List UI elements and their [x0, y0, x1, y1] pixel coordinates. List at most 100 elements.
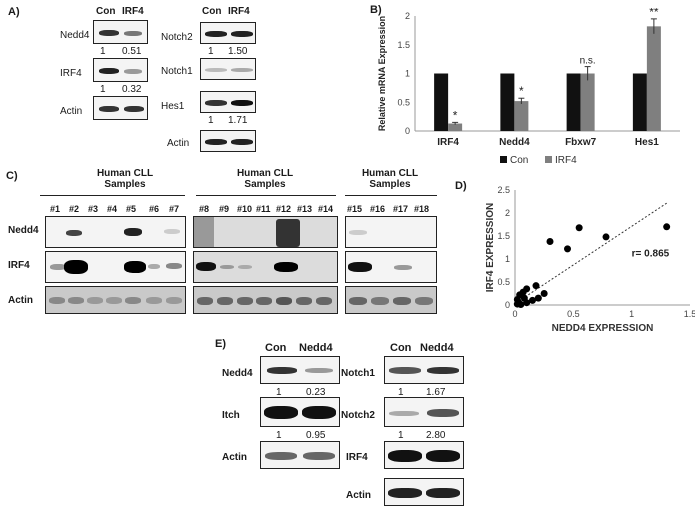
- c-group3-title-line1: Human CLL: [361, 168, 419, 179]
- c-group1-title: Human CLL Samples: [85, 168, 165, 190]
- a-right-row-label-hes1: Hes1: [161, 101, 185, 112]
- b-bar-con-hes1: [632, 73, 647, 131]
- e-left-q-con-itch: 1: [276, 430, 282, 441]
- c-lane: #18: [414, 204, 430, 214]
- blot-c1-nedd4: [45, 216, 186, 248]
- d-y-axis-label: IRF4 EXPRESSION: [485, 203, 496, 292]
- b-y-tick-label: 0: [405, 126, 410, 136]
- e-left-q-nedd4-nedd4: 0.23: [306, 387, 326, 398]
- d-y-tick-label: 0.5: [497, 277, 510, 287]
- c-group2-title: Human CLL Samples: [225, 168, 305, 190]
- blot-e-actin-left: [260, 441, 340, 469]
- d-x-tick-label: 0.5: [567, 309, 580, 319]
- b-bar-con-fbxw7: [566, 73, 581, 131]
- e-left-row-label-itch: Itch: [222, 410, 240, 421]
- d-x-tick-label: 0: [512, 309, 517, 319]
- a-right-q-irf4-hes1: 1.71: [228, 115, 248, 126]
- c-group2-underline: [196, 195, 336, 196]
- a-right-row-label-notch1: Notch1: [161, 66, 193, 77]
- c-lane: #4: [107, 204, 118, 214]
- e-right-q-con-notch2: 1: [398, 430, 404, 441]
- c-lane: #10: [237, 204, 253, 214]
- b-y-tick-label: 2: [405, 11, 410, 21]
- e-right-q-con-notch1: 1: [398, 387, 404, 398]
- panel-b-chart: 0 0.5 1 1.5 2 Relative mRNA Expression * IRF4 * N…: [377, 8, 680, 166]
- blot-e-nedd4: [260, 356, 340, 384]
- c-group3-title: Human CLL Samples: [350, 168, 430, 190]
- e-right-row-label-actin: Actin: [346, 490, 371, 501]
- blot-a-irf4: [93, 58, 148, 82]
- c-lane: #1: [50, 204, 61, 214]
- b-legend-label: Con: [510, 155, 528, 166]
- c-row-label-actin: Actin: [8, 295, 33, 306]
- c-group1-underline: [40, 195, 185, 196]
- c-lane: #17: [393, 204, 409, 214]
- c-lane: #15: [347, 204, 363, 214]
- a-left-row-label-nedd4: Nedd4: [60, 30, 90, 41]
- a-left-irf4-header: IRF4: [122, 6, 144, 17]
- blot-c3-actin: [345, 286, 437, 314]
- d-y-tick-label: 2.5: [497, 185, 510, 195]
- blot-a-actin-right: [200, 130, 256, 152]
- blot-a-actin-left: [93, 96, 148, 120]
- panel-d-letter: D): [455, 180, 467, 192]
- c-lane: #11: [256, 204, 271, 214]
- blot-c1-irf4: [45, 251, 186, 283]
- b-x-tick-label: Fbxw7: [565, 137, 597, 148]
- b-bar-con-nedd4: [500, 73, 515, 131]
- b-significance-label: *: [453, 108, 458, 122]
- d-data-point: [519, 288, 527, 296]
- d-y-tick-label: 2: [505, 208, 510, 218]
- blot-a-hes1: [200, 91, 256, 113]
- panel-a-letter: A): [8, 6, 20, 18]
- d-data-point: [534, 294, 542, 302]
- blot-c1-actin: [45, 286, 186, 314]
- d-y-tick-label: 1: [505, 254, 510, 264]
- c-lane: #5: [126, 204, 137, 214]
- e-left-q-nedd4-itch: 0.95: [306, 430, 326, 441]
- blot-a-notch2: [200, 22, 256, 44]
- d-y-tick-label: 0: [505, 300, 510, 310]
- a-left-row-label-actin: Actin: [60, 106, 83, 117]
- b-y-tick-label: 0.5: [397, 97, 410, 107]
- c-row-label-nedd4: Nedd4: [8, 225, 39, 236]
- b-x-tick-label: IRF4: [437, 137, 459, 148]
- c-lane: #8: [199, 204, 210, 214]
- blot-c2-nedd4: [193, 216, 338, 248]
- e-left-row-label-actin: Actin: [222, 452, 247, 463]
- b-bar-con-irf4: [434, 73, 449, 131]
- panel-d-chart: 0 0.5 1 1.5 2 2.5 0 0.5 1 1.5 NEDD4 EXPRESSION IRF4…: [485, 185, 695, 334]
- panel-b-letter: B): [370, 4, 382, 16]
- e-right-q-nedd4-notch2: 2.80: [426, 430, 446, 441]
- d-data-point: [529, 296, 536, 304]
- blot-c2-actin: [193, 286, 338, 314]
- e-left-q-con-nedd4: 1: [276, 387, 282, 398]
- a-right-q-con-notch2: 1: [208, 46, 214, 57]
- c-group2-title-line2: Samples: [244, 179, 286, 190]
- d-y-tick-label: 1.5: [497, 231, 510, 241]
- d-data-point: [532, 282, 540, 290]
- b-y-tick-label: 1.5: [397, 40, 410, 50]
- e-right-row-label-notch1: Notch1: [341, 368, 375, 379]
- d-x-axis-label: NEDD4 EXPRESSION: [552, 323, 654, 334]
- d-data-point: [564, 245, 571, 253]
- e-right-row-label-irf4: IRF4: [346, 452, 368, 463]
- blot-e-actin-right: [384, 478, 464, 506]
- d-data-point: [602, 233, 610, 241]
- b-x-tick-label: Nedd4: [499, 137, 530, 148]
- c-lane: #13: [297, 204, 313, 214]
- c-group2-title-line1: Human CLL: [236, 168, 294, 179]
- b-significance-label: *: [519, 84, 524, 98]
- b-bar-irf4-nedd4: [514, 101, 529, 131]
- d-correlation-label: r= 0.865: [632, 249, 670, 260]
- panel-e-letter: E): [215, 338, 226, 350]
- d-x-tick-label: 1.5: [684, 309, 695, 319]
- d-x-tick-label: 1: [629, 309, 634, 319]
- d-data-point: [663, 223, 671, 231]
- b-y-axis-label: Relative mRNA Expression: [377, 16, 387, 131]
- c-lane: #2: [69, 204, 80, 214]
- c-lane: #3: [88, 204, 99, 214]
- b-significance-label: **: [649, 8, 659, 19]
- b-y-tick-label: 1: [405, 69, 410, 79]
- c-group3-underline: [345, 195, 437, 196]
